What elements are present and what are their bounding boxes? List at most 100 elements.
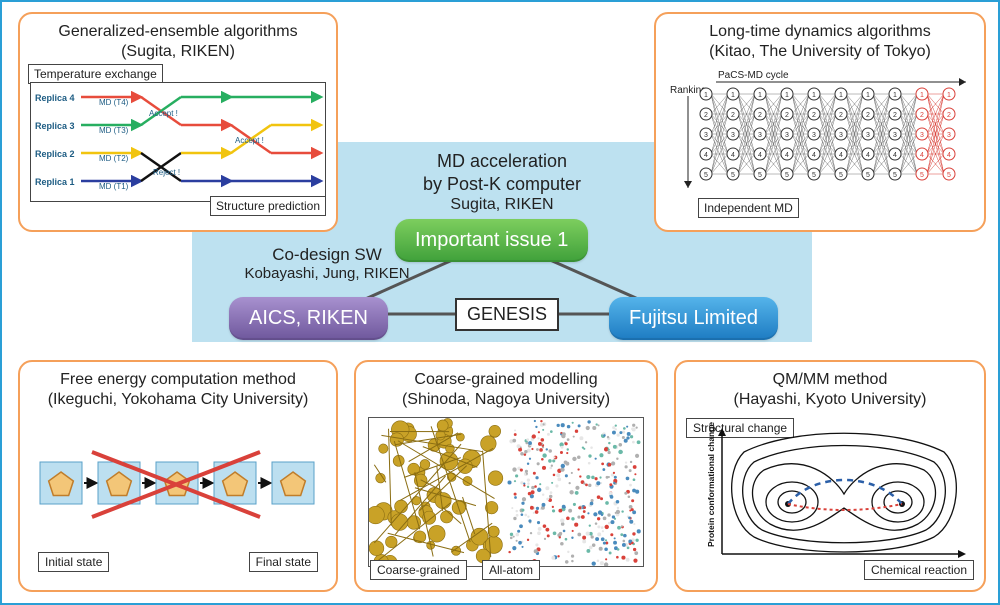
svg-text:1: 1: [704, 92, 708, 99]
panel-title: Free energy computation method (Ikeguchi…: [30, 370, 326, 410]
svg-text:4: 4: [758, 152, 762, 159]
diagram-canvas: MD acceleration by Post-K computer Sugit…: [0, 0, 1000, 605]
title-line: Generalized-ensemble algorithms: [58, 23, 297, 40]
svg-text:5: 5: [731, 172, 735, 179]
title-sub: (Kitao, The University of Tokyo): [709, 43, 931, 60]
title-sub: (Ikeguchi, Yokohama City University): [48, 391, 309, 408]
svg-text:1: 1: [839, 92, 843, 99]
svg-text:4: 4: [947, 152, 951, 159]
svg-text:4: 4: [731, 152, 735, 159]
svg-text:4: 4: [893, 152, 897, 159]
svg-text:3: 3: [839, 132, 843, 139]
panel-generalized-ensemble: Generalized-ensemble algorithms (Sugita,…: [18, 12, 338, 232]
md-accel-line3: Sugita, RIKEN: [382, 195, 622, 215]
svg-text:3: 3: [893, 132, 897, 139]
label-structure-prediction: Structure prediction: [210, 196, 326, 216]
svg-text:2: 2: [893, 112, 897, 119]
svg-text:MD (T3): MD (T3): [99, 126, 129, 135]
svg-text:Replica 4: Replica 4: [35, 93, 75, 103]
svg-text:2: 2: [785, 112, 789, 119]
svg-text:MD (T2): MD (T2): [99, 154, 129, 163]
title-line: Long-time dynamics algorithms: [709, 23, 930, 40]
panel-coarse-grained: Coarse-grained modelling (Shinoda, Nagoy…: [354, 360, 658, 592]
svg-text:1: 1: [785, 92, 789, 99]
panel-qmmm: QM/MM method (Hayashi, Kyoto University)…: [674, 360, 986, 592]
svg-text:Replica 3: Replica 3: [35, 121, 75, 131]
svg-text:2: 2: [758, 112, 762, 119]
svg-text:4: 4: [839, 152, 843, 159]
pill-important-issue: Important issue 1: [395, 219, 588, 262]
svg-text:5: 5: [947, 172, 951, 179]
svg-text:5: 5: [866, 172, 870, 179]
svg-text:1: 1: [920, 92, 924, 99]
title-line: Free energy computation method: [60, 371, 296, 388]
svg-text:3: 3: [758, 132, 762, 139]
label-temperature-exchange: Temperature exchange: [28, 64, 163, 84]
svg-text:4: 4: [866, 152, 870, 159]
genesis-box: GENESIS: [455, 298, 559, 331]
svg-text:2: 2: [731, 112, 735, 119]
svg-text:PaCS-MD cycle: PaCS-MD cycle: [718, 70, 789, 81]
svg-text:Replica 2: Replica 2: [35, 149, 75, 159]
md-acceleration-text: MD acceleration by Post-K computer Sugit…: [382, 150, 622, 215]
svg-text:3: 3: [947, 132, 951, 139]
svg-text:Protein conformational change: Protein conformational change: [706, 422, 716, 547]
svg-text:3: 3: [812, 132, 816, 139]
svg-text:4: 4: [785, 152, 789, 159]
title-sub: (Shinoda, Nagoya University): [402, 391, 610, 408]
svg-text:1: 1: [731, 92, 735, 99]
title-sub: (Sugita, RIKEN): [121, 43, 235, 60]
svg-text:4: 4: [704, 152, 708, 159]
svg-text:3: 3: [866, 132, 870, 139]
panel-title: Generalized-ensemble algorithms (Sugita,…: [30, 22, 326, 62]
title-line: Coarse-grained modelling: [414, 371, 597, 388]
svg-text:MD (T1): MD (T1): [99, 182, 129, 191]
pill-fujitsu: Fujitsu Limited: [609, 297, 778, 340]
svg-text:2: 2: [704, 112, 708, 119]
md-accel-line1: MD acceleration: [382, 150, 622, 173]
svg-text:4: 4: [920, 152, 924, 159]
svg-text:4: 4: [812, 152, 816, 159]
svg-text:5: 5: [758, 172, 762, 179]
qmmm-diagram: Protein conformational change Chemical S…: [704, 422, 974, 572]
svg-text:3: 3: [920, 132, 924, 139]
replica-exchange-diagram: Replica 4 Replica 3 Replica 2 Replica 1 …: [30, 82, 326, 202]
label-final-state: Final state: [249, 552, 318, 572]
label-coarse-grained: Coarse-grained: [370, 560, 467, 580]
svg-text:1: 1: [947, 92, 951, 99]
svg-text:5: 5: [893, 172, 897, 179]
svg-text:Reject !: Reject !: [153, 168, 180, 177]
svg-text:Accept !: Accept !: [235, 136, 264, 145]
panel-title: QM/MM method (Hayashi, Kyoto University): [686, 370, 974, 410]
svg-text:Accept !: Accept !: [149, 109, 178, 118]
svg-text:3: 3: [704, 132, 708, 139]
title-sub: (Hayashi, Kyoto University): [734, 391, 927, 408]
free-energy-diagram: [30, 432, 326, 552]
svg-text:2: 2: [920, 112, 924, 119]
svg-text:1: 1: [758, 92, 762, 99]
label-all-atom: All-atom: [482, 560, 540, 580]
svg-text:1: 1: [893, 92, 897, 99]
svg-text:2: 2: [947, 112, 951, 119]
panel-title: Coarse-grained modelling (Shinoda, Nagoy…: [366, 370, 646, 410]
svg-text:Replica 1: Replica 1: [35, 177, 75, 187]
svg-text:2: 2: [812, 112, 816, 119]
svg-text:1: 1: [812, 92, 816, 99]
cg-diagram: [368, 417, 644, 567]
label-independent-md: Independent MD: [698, 198, 799, 218]
svg-text:MD (T4): MD (T4): [99, 98, 129, 107]
svg-text:2: 2: [866, 112, 870, 119]
pacs-md-diagram: PaCS-MD cycle Ranking 123451234512345123…: [666, 68, 974, 198]
svg-text:5: 5: [920, 172, 924, 179]
pill-aics-riken: AICS, RIKEN: [229, 297, 388, 340]
svg-text:5: 5: [785, 172, 789, 179]
svg-text:5: 5: [704, 172, 708, 179]
md-accel-line2: by Post-K computer: [382, 173, 622, 196]
svg-text:2: 2: [839, 112, 843, 119]
svg-text:3: 3: [731, 132, 735, 139]
svg-text:5: 5: [839, 172, 843, 179]
label-chemical-reaction: Chemical reaction: [864, 560, 974, 580]
title-line: QM/MM method: [773, 371, 888, 388]
panel-long-time-dynamics: Long-time dynamics algorithms (Kitao, Th…: [654, 12, 986, 232]
svg-text:1: 1: [866, 92, 870, 99]
